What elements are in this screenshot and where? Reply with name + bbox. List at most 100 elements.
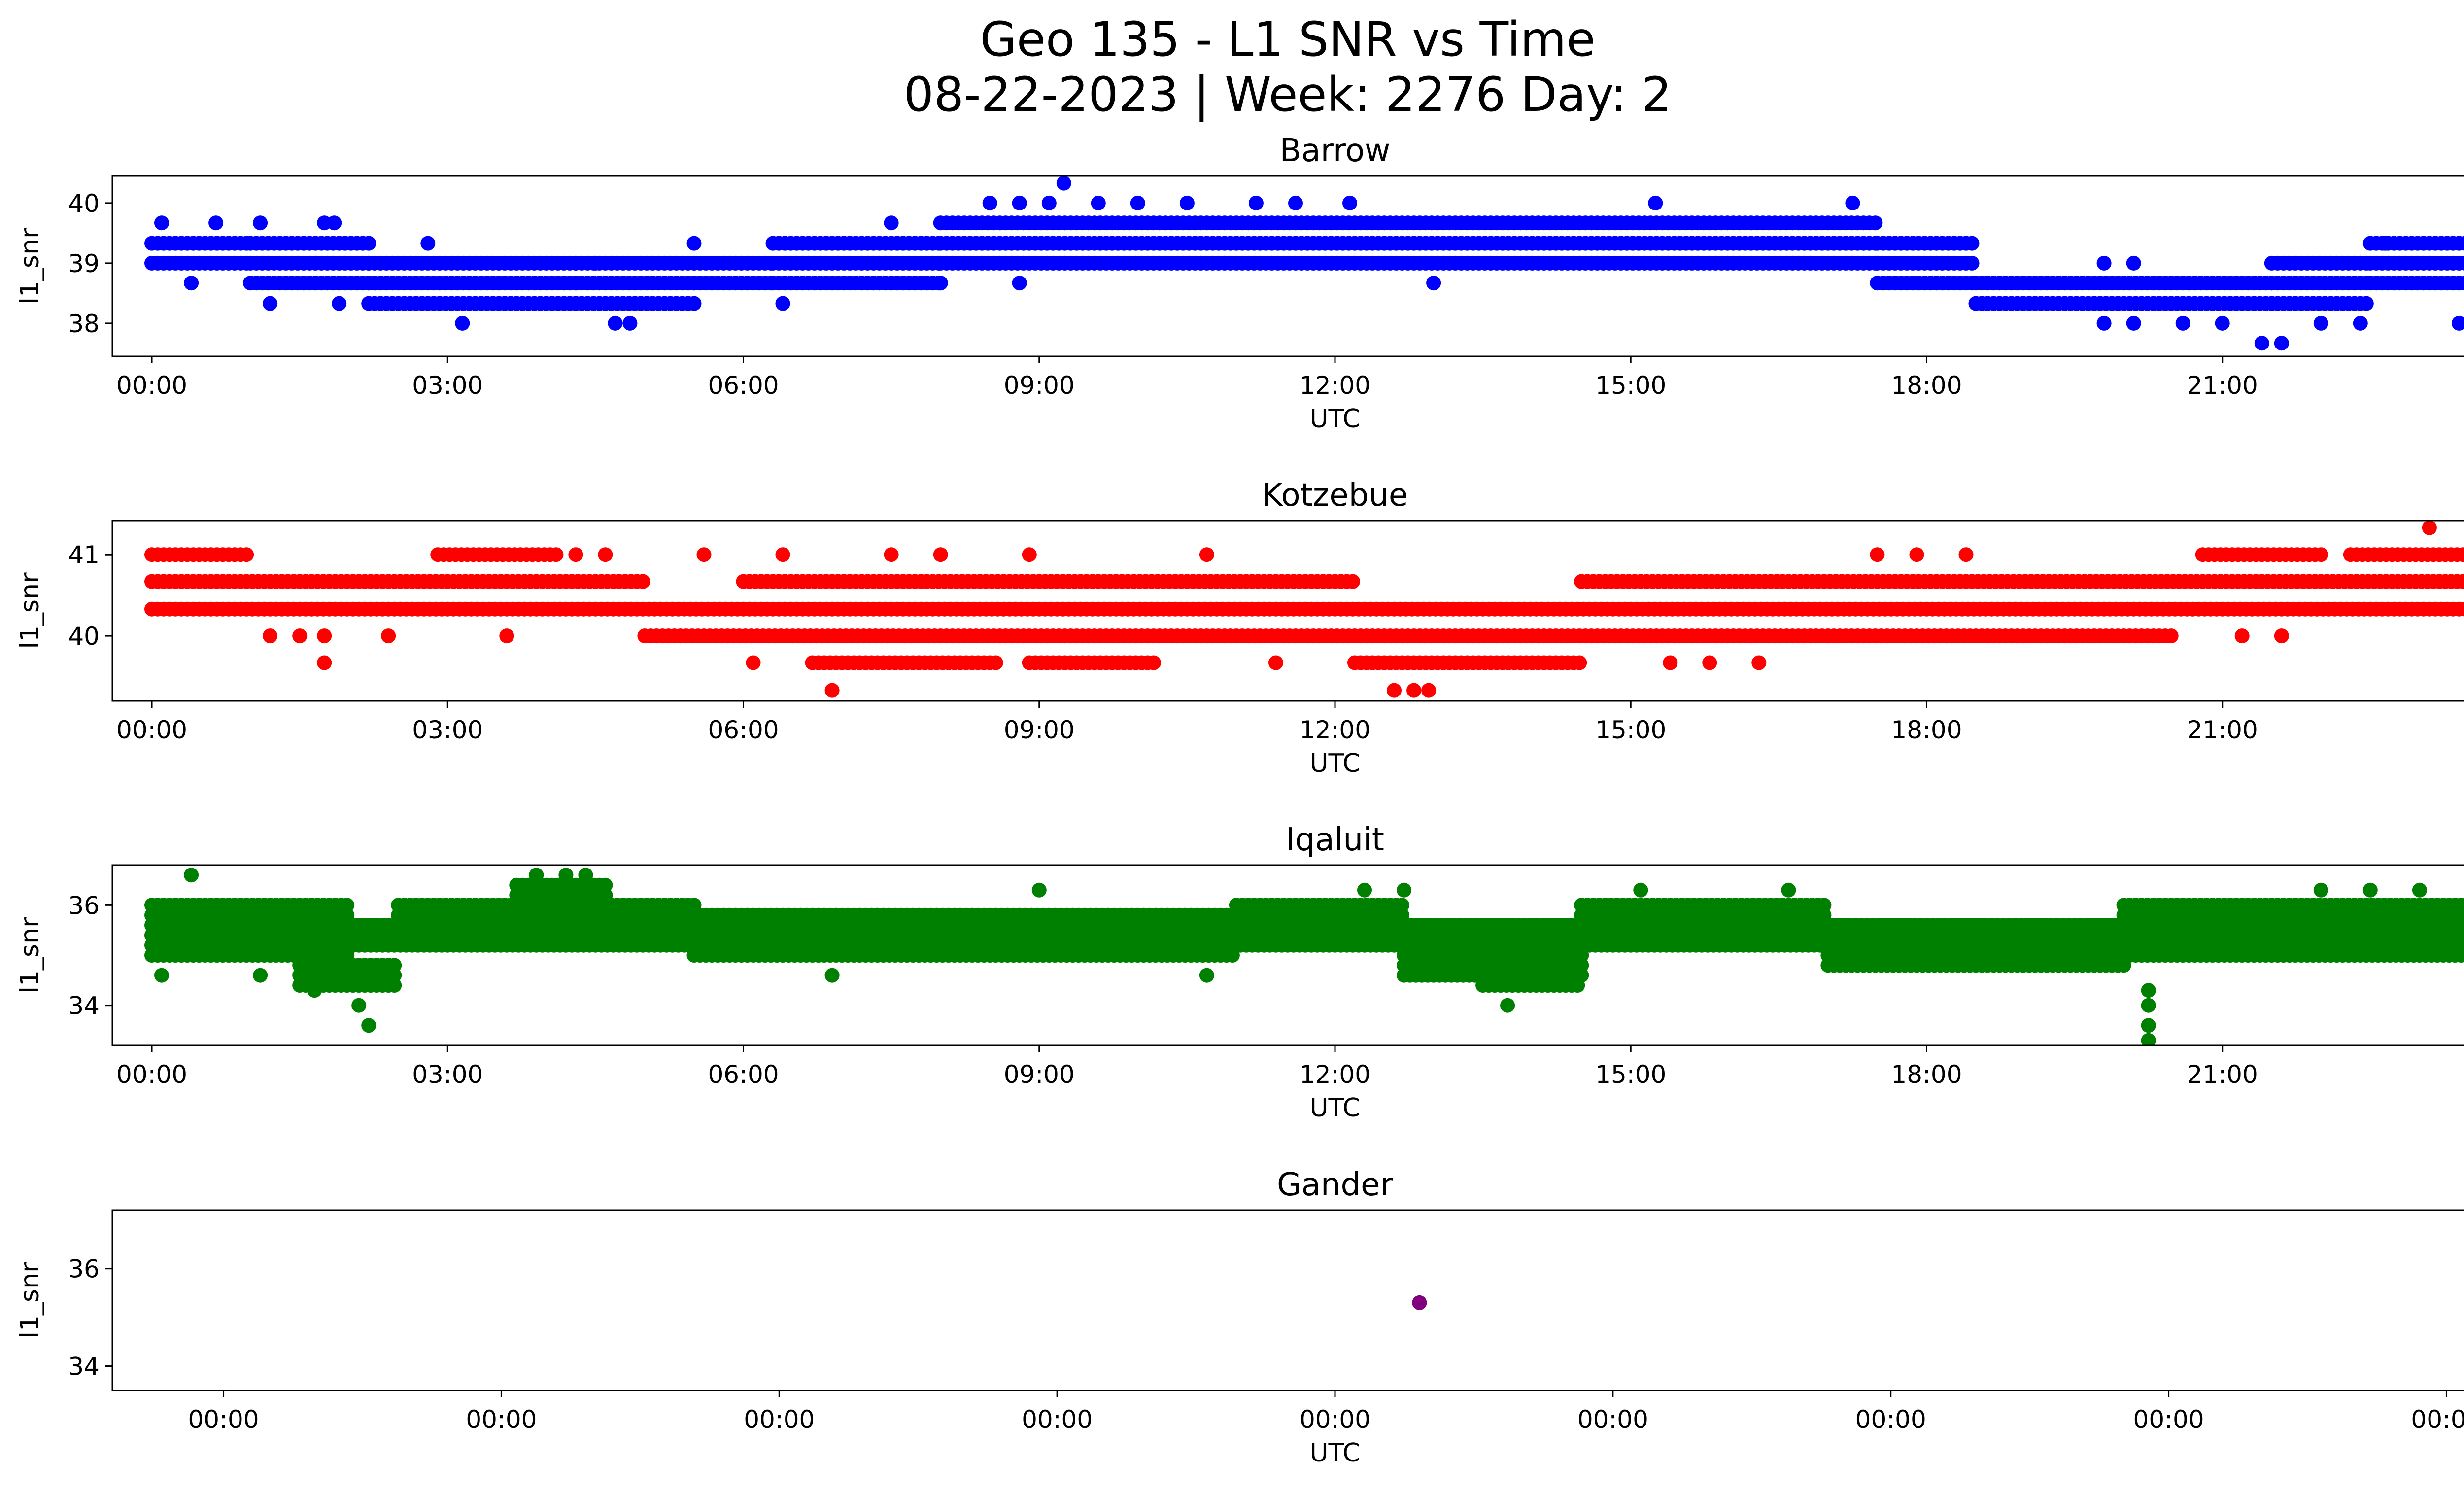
data-point — [2141, 1033, 2156, 1045]
data-point — [1781, 882, 1796, 898]
x-tick-label: 03:00 — [412, 716, 483, 744]
data-point — [1342, 195, 1357, 210]
data-point — [1357, 882, 1372, 898]
data-point — [2274, 336, 2289, 351]
x-tick-label: 06:00 — [708, 371, 779, 400]
data-point — [696, 547, 712, 562]
data-point — [2412, 882, 2427, 898]
data-point — [2457, 276, 2464, 291]
x-tick-label: 03:00 — [412, 1060, 483, 1089]
x-tick-label: 12:00 — [1300, 371, 1370, 400]
x-tick-label: 00:00 — [1022, 1405, 1093, 1434]
data-point — [1022, 547, 1037, 562]
data-point — [184, 868, 199, 883]
data-point — [548, 547, 564, 562]
data-point — [2377, 236, 2393, 251]
y-tick-label: 36 — [68, 1255, 100, 1284]
x-tick-label: 03:00 — [412, 371, 483, 400]
panel-title: Iqaluit — [1286, 822, 1384, 858]
x-tick-label: 00:00 — [2133, 1405, 2204, 1434]
data-point — [746, 655, 761, 670]
data-point — [263, 628, 278, 644]
data-point — [239, 547, 254, 562]
y-axis-label: l1_snr — [15, 572, 45, 649]
data-points — [1412, 1295, 1427, 1310]
data-point — [635, 574, 650, 589]
y-tick-label: 40 — [68, 189, 100, 218]
data-points — [144, 868, 2464, 1045]
x-tick-label: 00:00 — [188, 1405, 259, 1434]
data-point — [578, 868, 593, 883]
data-point — [2422, 521, 2437, 535]
data-point — [2126, 315, 2141, 331]
x-tick-label: 15:00 — [1595, 716, 1666, 744]
data-point — [1964, 236, 1980, 251]
data-point — [1146, 655, 1161, 670]
x-tick-label: 00:00 — [116, 716, 187, 744]
data-point — [1395, 898, 1410, 913]
data-point — [2353, 315, 2368, 331]
data-point — [1031, 882, 1047, 898]
data-point — [884, 547, 899, 562]
data-point — [2215, 315, 2230, 331]
panel-title: Barrow — [1280, 133, 1391, 169]
data-point — [2457, 236, 2464, 251]
data-point — [1091, 195, 1106, 210]
data-point — [2141, 998, 2156, 1013]
data-point — [1648, 195, 1663, 210]
data-point — [1268, 655, 1283, 670]
data-point — [340, 898, 355, 913]
y-axis-label: l1_snr — [15, 917, 45, 994]
data-point — [1179, 195, 1195, 210]
x-axis-label: UTC — [1309, 1438, 1360, 1468]
data-point — [1633, 882, 1648, 898]
data-point — [1288, 195, 1303, 210]
x-tick-label: 09:00 — [1004, 371, 1075, 400]
data-point — [2234, 628, 2250, 644]
x-tick-label: 06:00 — [708, 716, 779, 744]
data-point — [568, 547, 583, 562]
data-point — [361, 236, 376, 251]
data-point — [1056, 176, 1071, 191]
data-point — [824, 968, 840, 983]
x-tick-label: 21:00 — [2187, 716, 2258, 744]
data-point — [622, 315, 638, 331]
data-point — [2313, 547, 2328, 562]
data-point — [558, 868, 574, 883]
data-point — [2459, 948, 2464, 962]
data-point — [686, 236, 702, 251]
data-point — [2457, 601, 2464, 617]
data-point — [387, 958, 402, 973]
data-point — [933, 547, 948, 562]
data-point — [2274, 628, 2289, 644]
data-point — [598, 877, 613, 893]
y-tick-label: 40 — [68, 622, 100, 651]
x-axis-label: UTC — [1309, 749, 1360, 778]
data-point — [332, 296, 347, 311]
data-point — [775, 547, 790, 562]
data-points — [144, 521, 2464, 698]
data-point — [1958, 547, 1974, 562]
data-point — [307, 983, 322, 998]
data-point — [1909, 547, 1924, 562]
y-tick-label: 34 — [68, 1353, 100, 1381]
data-point — [1570, 978, 1585, 993]
data-point — [1500, 998, 1515, 1013]
x-tick-label: 00:00 — [1577, 1405, 1648, 1434]
data-point — [499, 628, 514, 644]
data-point — [1199, 968, 1214, 983]
y-axis-label: l1_snr — [15, 228, 45, 305]
y-tick-label: 38 — [68, 310, 100, 338]
data-point — [253, 215, 268, 231]
data-point — [381, 628, 396, 644]
data-point — [154, 215, 169, 231]
x-tick-label: 12:00 — [1300, 716, 1370, 744]
data-point — [588, 255, 603, 271]
data-point — [1345, 574, 1360, 589]
x-tick-label: 18:00 — [1891, 1060, 1962, 1089]
x-tick-label: 06:00 — [708, 1060, 779, 1089]
data-point — [1387, 683, 1402, 698]
data-point — [1406, 683, 1422, 698]
x-axis-label: UTC — [1309, 404, 1360, 434]
